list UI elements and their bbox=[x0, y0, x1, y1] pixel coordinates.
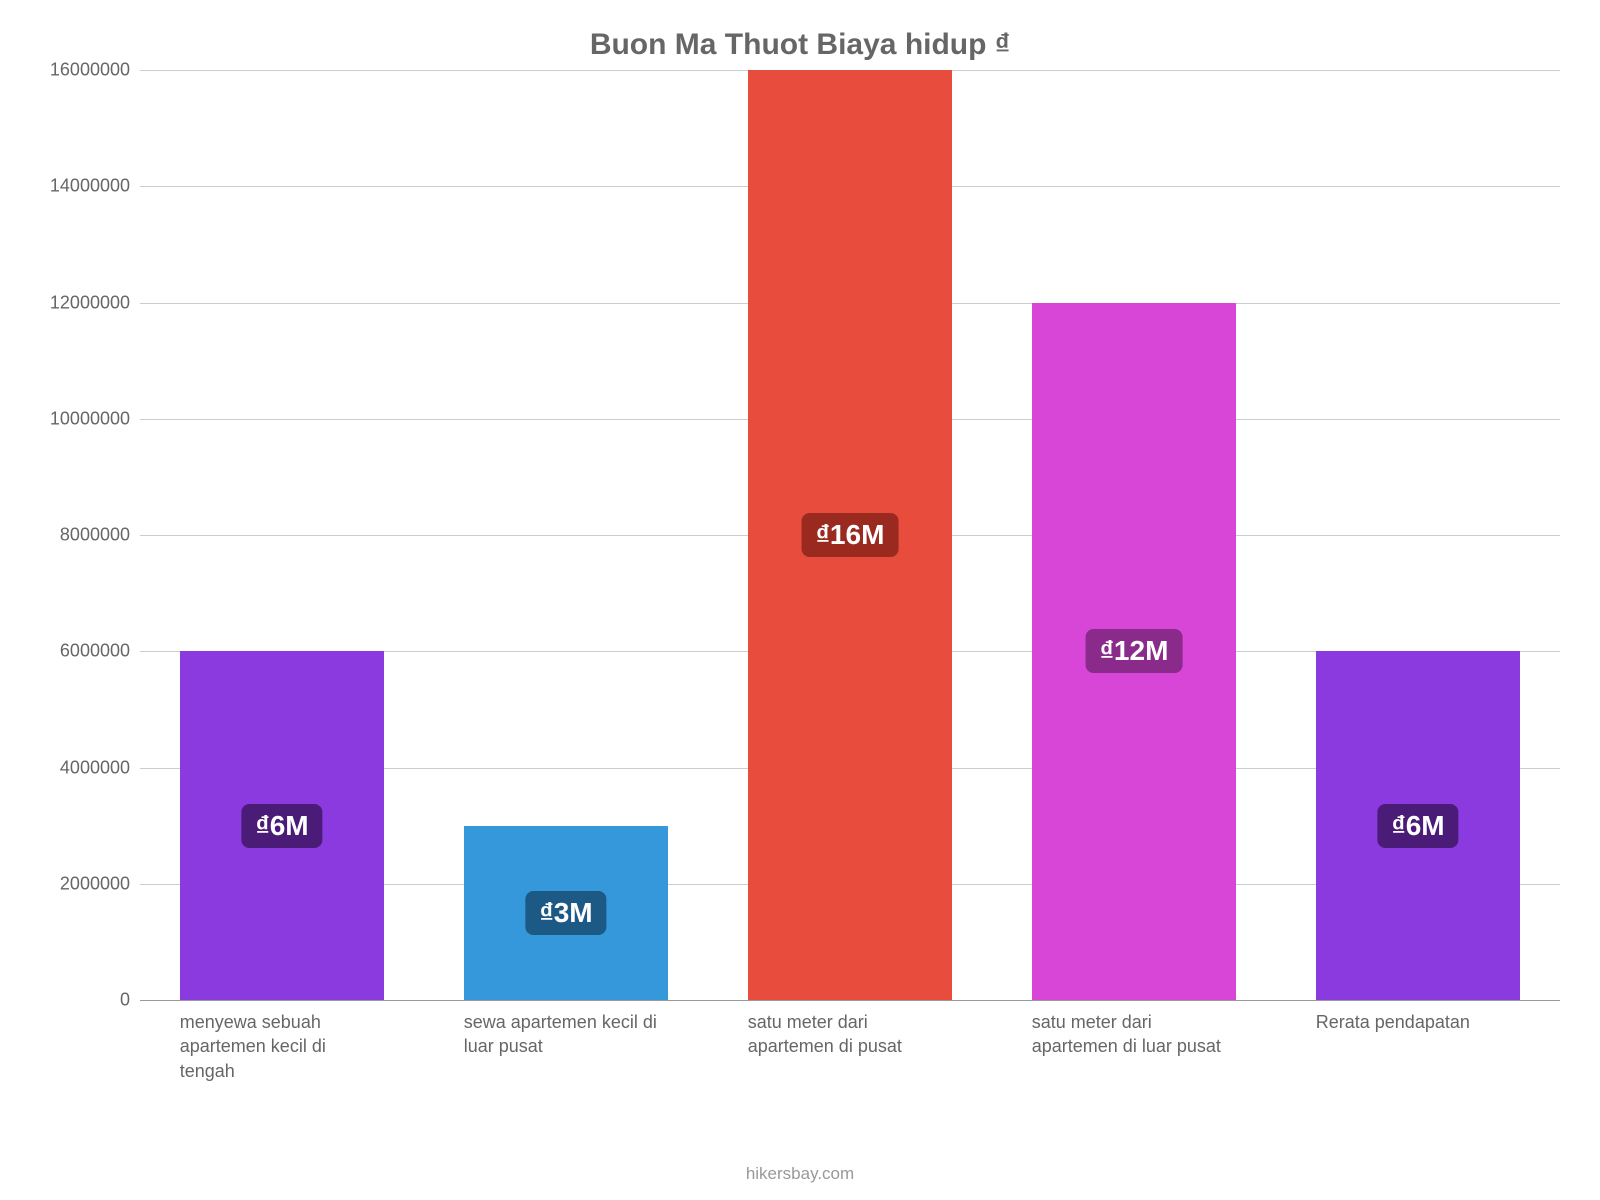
bar-value-label: ₫12M bbox=[1086, 629, 1183, 673]
bar: ₫6M bbox=[180, 651, 384, 1000]
y-tick-label: 10000000 bbox=[0, 408, 130, 429]
plot-area: ₫6M ₫3M ₫16M ₫12M ₫6M bbox=[140, 70, 1560, 1000]
cost-of-living-chart: Buon Ma Thuot Biaya hidup ₫ 0 2000000 4000… bbox=[0, 0, 1600, 1200]
bar: ₫16M bbox=[748, 70, 952, 1000]
x-category-label: sewa apartemen kecil di luar pusat bbox=[464, 1010, 658, 1059]
bar-value-label: ₫3M bbox=[525, 891, 606, 935]
bar-value-label: ₫6M bbox=[1377, 804, 1458, 848]
bar: ₫6M bbox=[1316, 651, 1520, 1000]
bar-value-label: ₫6M bbox=[241, 804, 322, 848]
x-category-label: Rerata pendapatan bbox=[1316, 1010, 1510, 1034]
y-tick-label: 12000000 bbox=[0, 292, 130, 313]
y-tick-label: 4000000 bbox=[0, 757, 130, 778]
y-axis: 0200000040000006000000800000010000000120… bbox=[0, 70, 140, 1000]
x-baseline bbox=[140, 1000, 1560, 1001]
x-axis: menyewa sebuah apartemen kecil di tengah… bbox=[140, 1010, 1560, 1160]
bar: ₫3M bbox=[464, 826, 668, 1000]
y-tick-label: 0 bbox=[0, 990, 130, 1011]
y-tick-label: 2000000 bbox=[0, 873, 130, 894]
y-tick-label: 6000000 bbox=[0, 641, 130, 662]
x-category-label: satu meter dari apartemen di luar pusat bbox=[1032, 1010, 1226, 1059]
attribution: hikersbay.com bbox=[0, 1164, 1600, 1184]
bar-value-label: ₫16M bbox=[802, 513, 899, 557]
y-tick-label: 16000000 bbox=[0, 60, 130, 81]
x-category-label: satu meter dari apartemen di pusat bbox=[748, 1010, 942, 1059]
chart-title: Buon Ma Thuot Biaya hidup ₫ bbox=[0, 28, 1600, 62]
x-category-label: menyewa sebuah apartemen kecil di tengah bbox=[180, 1010, 374, 1083]
bar: ₫12M bbox=[1032, 303, 1236, 1001]
y-tick-label: 14000000 bbox=[0, 176, 130, 197]
y-tick-label: 8000000 bbox=[0, 525, 130, 546]
